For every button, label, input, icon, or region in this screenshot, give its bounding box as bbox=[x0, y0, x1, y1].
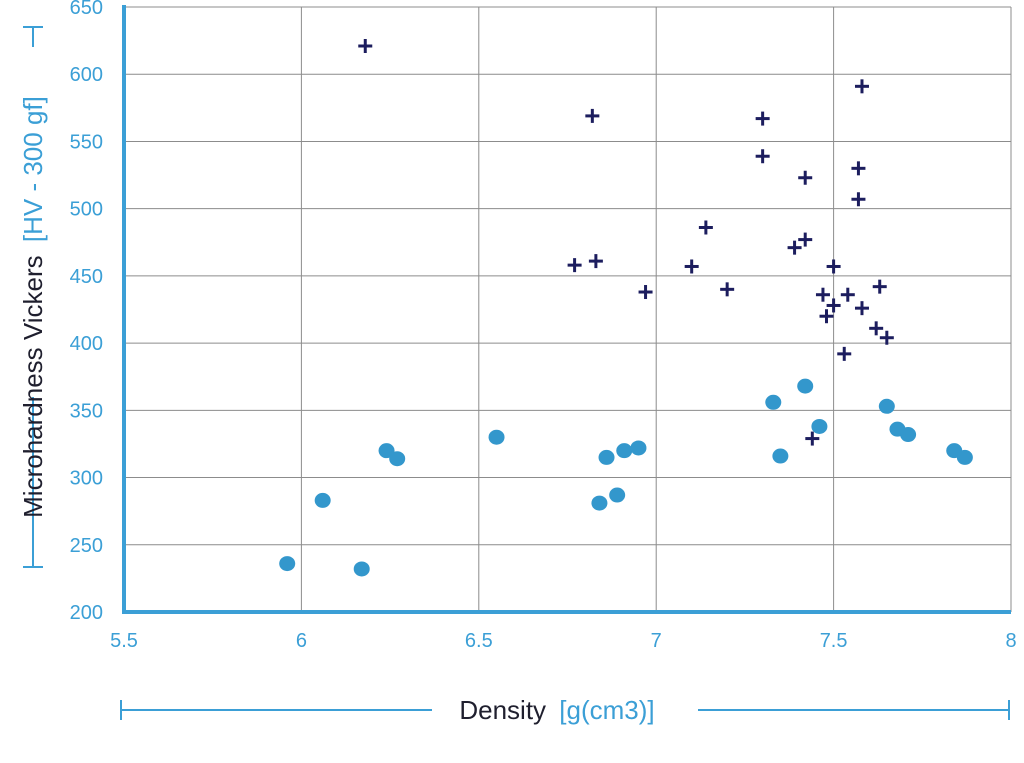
y-tick-label: 250 bbox=[70, 535, 103, 557]
circle-marker bbox=[609, 487, 626, 503]
y-tick-label: 600 bbox=[70, 64, 103, 86]
circle-marker bbox=[353, 561, 370, 577]
plus-marker bbox=[869, 321, 884, 336]
plus-marker bbox=[720, 282, 735, 297]
circle-marker bbox=[878, 398, 895, 414]
plus-marker bbox=[588, 254, 603, 269]
y-axis-unit: [HV - 300 gf] bbox=[18, 96, 48, 242]
axes bbox=[122, 5, 1011, 614]
grid-lines bbox=[123, 6, 1012, 613]
circle-marker bbox=[378, 443, 395, 459]
x-axis-title-text: Density bbox=[459, 695, 546, 725]
y-tick-label: 550 bbox=[70, 131, 103, 153]
plus-marker bbox=[585, 108, 600, 123]
y-tick-labels: 200 250 300 350 400 450 500 550 600 650 bbox=[70, 0, 103, 624]
circle-marker bbox=[797, 378, 814, 394]
x-axis-unit: [g(cm3)] bbox=[559, 695, 654, 725]
plus-marker bbox=[798, 170, 813, 185]
plus-marker bbox=[638, 285, 653, 300]
plus-marker bbox=[755, 111, 770, 126]
x-tick-labels: 5.5 6 6.5 7 7.5 8 bbox=[110, 630, 1016, 652]
plus-marker bbox=[872, 279, 887, 294]
plus-marker bbox=[854, 301, 869, 316]
plus-marker bbox=[787, 240, 802, 255]
circle-marker bbox=[314, 492, 331, 508]
y-tick-label: 650 bbox=[70, 0, 103, 19]
plus-marker bbox=[567, 258, 582, 273]
plus-marker bbox=[358, 38, 373, 53]
y-axis-title: Microhardness Vickers [HV - 300 gf] bbox=[18, 96, 48, 518]
x-tick-label: 6 bbox=[296, 630, 307, 652]
plus-marker bbox=[826, 298, 841, 313]
plus-marker bbox=[851, 161, 866, 176]
circle-marker bbox=[630, 440, 647, 456]
circle-marker bbox=[279, 556, 296, 572]
plus-marker bbox=[854, 79, 869, 94]
plus-marker bbox=[805, 431, 820, 446]
y-tick-label: 200 bbox=[70, 602, 103, 624]
circle-marker bbox=[598, 449, 615, 465]
circle-marker bbox=[900, 427, 917, 443]
circle-marker bbox=[488, 429, 505, 445]
circle-marker bbox=[765, 394, 782, 410]
x-tick-label: 7.5 bbox=[820, 630, 848, 652]
circle-marker bbox=[616, 443, 633, 459]
y-tick-label: 450 bbox=[70, 266, 103, 288]
plus-marker bbox=[826, 259, 841, 274]
x-axis-title: Density [g(cm3)] bbox=[459, 695, 654, 725]
plus-marker bbox=[755, 149, 770, 164]
plus-marker bbox=[798, 232, 813, 247]
circle-marker bbox=[956, 449, 973, 465]
data-points bbox=[279, 38, 973, 577]
y-axis-title-group: Microhardness Vickers [HV - 300 gf] bbox=[18, 26, 48, 568]
plus-marker bbox=[851, 192, 866, 207]
plus-marker bbox=[819, 309, 834, 324]
x-axis-title-group: Density [g(cm3)] bbox=[120, 695, 1010, 725]
plus-marker bbox=[879, 330, 894, 345]
x-tick-label: 7 bbox=[651, 630, 662, 652]
plus-marker bbox=[815, 287, 830, 302]
y-tick-label: 350 bbox=[70, 400, 103, 422]
y-tick-label: 300 bbox=[70, 468, 103, 490]
circle-marker bbox=[811, 418, 828, 434]
circle-marker bbox=[591, 495, 608, 511]
x-tick-label: 6.5 bbox=[465, 630, 493, 652]
plus-marker bbox=[840, 287, 855, 302]
x-tick-label: 5.5 bbox=[110, 630, 138, 652]
y-tick-label: 400 bbox=[70, 333, 103, 355]
circle-marker bbox=[772, 448, 789, 464]
circle-marker bbox=[389, 451, 406, 467]
plus-marker bbox=[698, 220, 713, 235]
y-axis-title-text: Microhardness Vickers bbox=[18, 255, 48, 518]
plus-marker bbox=[837, 346, 852, 361]
plus-marker bbox=[684, 259, 699, 274]
x-tick-label: 8 bbox=[1005, 630, 1016, 652]
y-tick-label: 500 bbox=[70, 199, 103, 221]
